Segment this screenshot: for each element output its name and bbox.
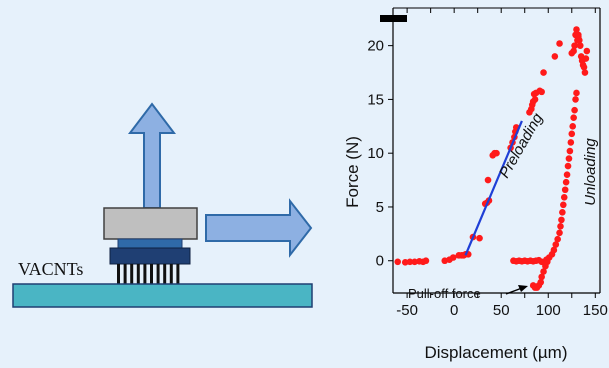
data-point	[571, 106, 578, 114]
pull-off-arrowhead-icon	[518, 285, 528, 292]
annotation-preloading: Preloading	[496, 110, 547, 181]
vacnts-label: VACNTs	[18, 259, 83, 279]
holder-top	[117, 238, 183, 249]
data-point	[484, 176, 492, 184]
data-point	[582, 55, 590, 62]
data-point	[574, 36, 581, 44]
vacnt-bristle	[136, 264, 140, 284]
data-point	[565, 155, 573, 162]
right-arrow-icon	[205, 198, 313, 258]
data-point	[581, 69, 589, 76]
x-tick-label: 0	[450, 302, 458, 319]
data-point	[529, 282, 537, 289]
data-point	[570, 47, 577, 55]
data-point	[476, 234, 483, 242]
vacnt-bristle	[117, 264, 120, 284]
pull-off-arrow	[505, 287, 523, 295]
vacnt-bristle	[123, 264, 127, 284]
data-point	[422, 257, 430, 265]
x-tick-label: -50	[396, 302, 418, 319]
data-point	[570, 114, 577, 121]
data-point	[449, 254, 457, 261]
data-point	[569, 123, 577, 130]
data-point	[554, 235, 561, 243]
data-point	[556, 40, 563, 47]
schematic: VACNTs	[12, 102, 313, 308]
data-point	[580, 63, 588, 71]
data-point	[551, 53, 559, 60]
data-point	[540, 268, 547, 275]
x-ticks: -50 0 50 100 150	[396, 8, 608, 319]
data-point	[567, 139, 575, 146]
data-point	[540, 69, 547, 76]
vacnt-bristle	[143, 264, 147, 284]
x-tick-label: 150	[583, 302, 608, 319]
vacnt-bristle	[176, 264, 180, 284]
data-point	[556, 229, 563, 237]
x-tick-label: 100	[536, 302, 561, 319]
data-point	[538, 88, 545, 96]
preloading-fit-line	[464, 120, 523, 256]
data-point	[538, 273, 545, 281]
data-point	[568, 130, 576, 138]
data-point	[573, 26, 580, 33]
x-axis-label: Displacement (µm)	[425, 343, 568, 362]
data-points	[394, 26, 591, 291]
data-point	[557, 223, 564, 230]
vacnt-bristle	[130, 264, 134, 284]
data-point	[572, 96, 579, 103]
vacnt-bristle	[163, 264, 167, 284]
data-point	[531, 96, 539, 103]
data-point	[560, 193, 568, 201]
data-point	[406, 258, 414, 266]
data-point	[493, 149, 500, 157]
annotation-unloading: Unloading	[582, 138, 599, 206]
y-tick-label: 0	[376, 253, 384, 270]
data-point	[583, 47, 591, 55]
y-tick-label: 15	[367, 91, 384, 108]
y-tick-label: 10	[367, 145, 384, 162]
data-point	[560, 201, 567, 209]
annotation-pull-off-force: Pull-off force	[408, 286, 481, 301]
data-point	[566, 147, 574, 155]
data-point	[552, 241, 560, 248]
data-point	[541, 259, 548, 266]
x-tick-label: 50	[493, 302, 510, 319]
data-point	[561, 186, 569, 194]
y-tick-label: 20	[367, 38, 384, 55]
gray-plate	[103, 207, 198, 240]
vacnt-bristle	[150, 264, 153, 284]
y-tick-label: 5	[376, 199, 384, 216]
data-point	[394, 258, 402, 266]
substrate	[12, 283, 313, 308]
y-axis-label: Force (N)	[343, 136, 362, 208]
data-point	[571, 42, 578, 49]
vacnt-bristle	[169, 264, 173, 284]
up-arrow-icon	[127, 102, 177, 209]
data-point	[563, 171, 571, 178]
y-ticks: 0 5 10 15 20	[367, 38, 393, 270]
data-point	[558, 216, 565, 224]
data-point	[576, 42, 584, 49]
data-point	[559, 209, 566, 216]
data-point	[564, 162, 572, 170]
holder-bottom	[109, 247, 191, 265]
vacnt-bristles	[117, 264, 180, 284]
vacnt-bristle	[156, 264, 160, 284]
data-point	[562, 178, 570, 186]
data-point	[573, 89, 580, 97]
